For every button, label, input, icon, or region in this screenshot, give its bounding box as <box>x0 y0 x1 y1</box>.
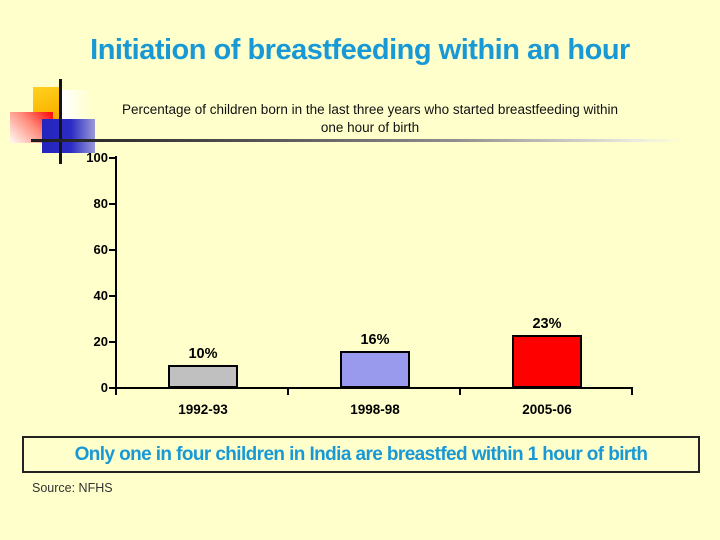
plot-area: 10% 16% 23% <box>117 158 633 388</box>
x-tick <box>459 389 461 395</box>
y-axis-label: 0 <box>100 380 108 395</box>
source-text: Source: NFHS <box>32 481 113 495</box>
y-axis-label: 100 <box>86 150 108 165</box>
category-label: 1992-93 <box>178 402 228 417</box>
bar-group: 16% <box>289 158 461 388</box>
bar <box>168 365 238 388</box>
conclusion-box: Only one in four children in India are b… <box>22 436 700 473</box>
bar-value-label: 10% <box>188 346 218 362</box>
y-tick <box>109 341 115 343</box>
y-axis-label: 80 <box>93 196 108 211</box>
category-label: 1998-98 <box>350 402 400 417</box>
bar <box>340 351 410 388</box>
y-tick <box>109 295 115 297</box>
x-axis-line <box>115 387 633 389</box>
y-tick <box>109 249 115 251</box>
y-tick <box>109 203 115 205</box>
y-axis-label: 60 <box>93 242 108 257</box>
category-label: 2005-06 <box>522 402 572 417</box>
y-axis-label: 40 <box>93 288 108 303</box>
bar-value-label: 16% <box>360 332 390 348</box>
bar <box>512 335 582 388</box>
x-axis-labels: 1992-93 1998-98 2005-06 <box>117 402 633 417</box>
decoration-blue-square <box>42 119 95 153</box>
x-tick <box>287 389 289 395</box>
bar-group: 10% <box>117 158 289 388</box>
y-tick <box>109 387 115 389</box>
conclusion-text: Only one in four children in India are b… <box>74 443 648 465</box>
x-tick <box>115 389 117 395</box>
chart-title: Percentage of children born in the last … <box>121 102 619 135</box>
bar-value-label: 23% <box>532 316 562 332</box>
decoration-vertical-line <box>59 79 62 164</box>
x-tick <box>631 389 633 395</box>
y-axis-label: 20 <box>93 334 108 349</box>
bar-group: 23% <box>461 158 633 388</box>
y-tick <box>109 157 115 159</box>
separator-line <box>31 139 683 142</box>
slide-title: Initiation of breastfeeding within an ho… <box>90 34 630 66</box>
y-axis-line <box>115 156 117 389</box>
